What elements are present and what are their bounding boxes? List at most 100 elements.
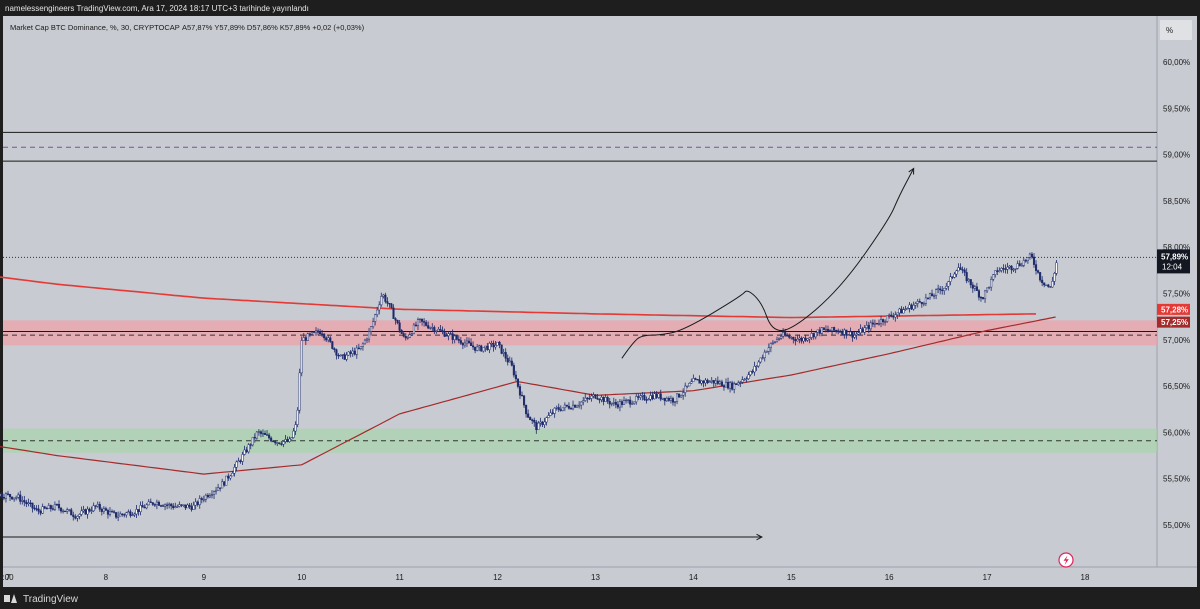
candle-body [157,501,160,506]
candle-body [959,267,962,270]
candle-body [204,494,207,500]
candle-body [43,506,46,509]
candle-body [712,380,715,384]
candle-body [304,337,307,341]
candle-body [653,393,656,400]
candle-body [663,397,666,402]
candle-body [57,504,61,509]
candle-body [131,514,134,517]
candle-body [831,327,834,332]
candle-body [486,345,489,351]
candle-body [306,333,309,341]
candle-body [243,449,246,455]
candle-body [153,504,156,506]
candle-body [225,475,228,486]
candle-body [96,504,99,507]
candle-body [343,354,346,360]
candle-body [104,508,107,511]
candle-body [631,403,634,405]
candle-body [59,507,63,512]
candle-body [17,494,20,498]
candle-body [474,346,477,351]
candle-body [680,395,683,398]
lightning-icon[interactable] [1058,552,1074,568]
candle-body [525,404,528,415]
legend-symbol[interactable]: Market Cap BTC Dominance, %, 30, CRYPTOC… [10,23,180,32]
legend-ohlc: A57,87% Y57,89% D57,86% K57,89% +0,02 (+… [182,23,365,32]
candle-body [986,287,989,292]
candle-body [80,510,83,515]
candle-body [282,441,285,445]
candle-body [221,481,224,489]
candle-body [820,327,823,334]
candle-body [443,331,446,337]
candle-body [319,332,322,334]
candle-body [23,500,26,503]
candle-body [708,381,711,383]
candle-body [286,439,289,442]
candle-body [563,404,566,409]
x-tick-label: :00 [2,573,14,582]
candle-body [833,327,836,331]
candle-body [947,281,950,287]
candle-body [786,335,789,337]
scale-mode-button[interactable] [1160,20,1192,40]
candle-body [935,289,938,296]
candle-body [323,333,326,339]
candle-body [253,436,256,439]
candle-body [661,397,664,400]
candle-body [506,358,509,363]
candle-body [217,487,220,491]
candle-body [714,380,717,384]
candle-body [955,270,958,275]
candle-body [984,290,987,300]
candle-body [41,506,44,514]
candle-body [159,505,163,507]
price-scale[interactable] [1157,16,1197,567]
candle-body [498,341,501,346]
candle-body [892,316,895,318]
candle-body [149,501,152,503]
candle-body [467,340,471,344]
candle-body [170,503,173,507]
candle-body [620,401,624,405]
candle-body [784,332,787,336]
candle-body [788,335,791,338]
candle-body [359,346,362,349]
y-tick-label: 57,50% [1163,290,1190,299]
candle-body [939,288,942,291]
plot-area[interactable] [3,16,1157,567]
candle-body [357,347,360,350]
candle-body [535,422,538,431]
candle-body [363,339,367,345]
candle-body [867,325,870,330]
candle-body [53,504,56,510]
candle-body [198,498,201,506]
candle-body [771,342,774,344]
candle-body [208,495,211,498]
candle-body [200,498,203,500]
candle-body [35,508,38,510]
candle-body [606,397,609,402]
candle-body [845,329,848,336]
candle-body [143,506,146,509]
candle-body [855,333,858,336]
candle-body [408,334,411,338]
candle-body [316,330,320,333]
time-axis[interactable] [3,567,1197,587]
candle-body [55,504,59,506]
candle-body [555,407,558,409]
candle-body [288,438,291,442]
candle-body [496,341,499,346]
candle-body [863,327,866,333]
candle-body [100,509,103,512]
candle-body [773,341,777,343]
candle-body [274,441,277,444]
candle-body [270,437,273,442]
x-tick-label: 9 [202,573,207,582]
candle-body [686,385,689,388]
candle-body [390,303,393,309]
candle-body [215,489,218,492]
candle-body [64,510,67,513]
